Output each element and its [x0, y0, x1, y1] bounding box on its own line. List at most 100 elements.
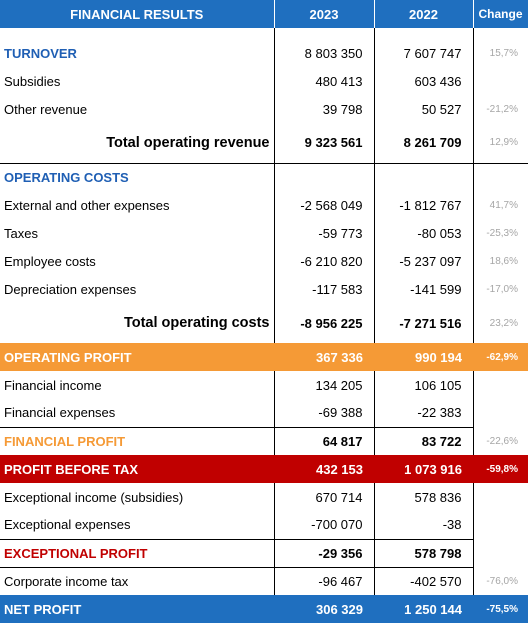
profit-before-tax-row: PROFIT BEFORE TAX 432 153 1 073 916 -59,… — [0, 455, 528, 483]
header-row: FINANCIAL RESULTS 2023 2022 Change — [0, 0, 529, 28]
value-2023: 367 336 — [274, 343, 374, 371]
value-2023: -2 568 049 — [273, 191, 374, 219]
value-2023: 8 803 350 — [273, 39, 374, 67]
value-2023: 134 205 — [273, 371, 374, 399]
change-value: -76,0% — [472, 567, 528, 595]
empty-cell — [472, 163, 528, 191]
value-2023: 480 413 — [273, 67, 374, 95]
value-2023: 64 817 — [273, 426, 374, 455]
value-2022: 83 722 — [373, 426, 474, 455]
row-label: FINANCIAL PROFIT — [0, 426, 274, 455]
exceptional-income-row: Exceptional income (subsidies) 670 714 5… — [0, 483, 528, 511]
value-2022: -80 053 — [373, 219, 473, 247]
section-heading: OPERATING COSTS — [4, 169, 129, 185]
row-label: EXCEPTIONAL PROFIT — [0, 538, 274, 568]
header-label: FINANCIAL RESULTS — [0, 0, 275, 28]
value-2023: -59 773 — [273, 219, 374, 247]
row-label: Total operating revenue — [0, 123, 274, 164]
value-2022: 1 073 916 — [374, 455, 473, 483]
depreciation-row: Depreciation expenses -117 583 -141 599 … — [0, 275, 528, 303]
external-expenses-row: External and other expenses -2 568 049 -… — [0, 191, 528, 219]
spacer-cell — [373, 28, 473, 39]
row-label: Exceptional expenses — [4, 517, 131, 533]
row-label: TURNOVER — [4, 45, 77, 61]
taxes-row: Taxes -59 773 -80 053 -25,3% — [0, 219, 528, 247]
change-value: -59,8% — [473, 455, 528, 483]
row-label: Financial income — [4, 377, 102, 393]
exceptional-expenses-row: Exceptional expenses -700 070 -38 — [0, 511, 528, 539]
row-label: Subsidies — [4, 73, 61, 89]
row-label: NET PROFIT — [0, 595, 274, 623]
value-2022: -141 599 — [373, 275, 473, 303]
value-2022: 990 194 — [374, 343, 473, 371]
financial-expenses-row: Financial expenses -69 388 -22 383 — [0, 399, 528, 427]
value-2023: 432 153 — [274, 455, 374, 483]
change-value: 18,6% — [472, 247, 528, 275]
row-label: External and other expenses — [4, 197, 170, 213]
empty-change — [473, 483, 528, 511]
value-2022: -22 383 — [373, 399, 474, 427]
value-2022: 603 436 — [373, 67, 473, 95]
change-value: 12,9% — [472, 123, 528, 164]
corporate-tax-row: Corporate income tax -96 467 -402 570 -7… — [0, 567, 528, 595]
change-value: -75,5% — [473, 595, 528, 623]
header-year-2022: 2022 — [374, 0, 474, 28]
row-label: Employee costs — [4, 253, 96, 269]
turnover-row: TURNOVER 8 803 350 7 607 747 15,7% — [0, 39, 528, 67]
change-value: -21,2% — [472, 95, 528, 123]
value-2022: -402 570 — [373, 567, 473, 595]
row-label: Exceptional income (subsidies) — [4, 489, 184, 505]
row-label: PROFIT BEFORE TAX — [0, 455, 274, 483]
value-2022: 8 261 709 — [373, 123, 473, 164]
change-value: 23,2% — [472, 303, 528, 343]
empty-change — [473, 371, 528, 399]
other-revenue-row: Other revenue 39 798 50 527 -21,2% — [0, 95, 528, 123]
value-2023: 670 714 — [273, 483, 374, 511]
operating-costs-heading-row: OPERATING COSTS — [0, 163, 528, 191]
value-2023: -117 583 — [273, 275, 374, 303]
value-2022: -38 — [373, 511, 474, 539]
empty-cell — [273, 163, 374, 191]
net-profit-row: NET PROFIT 306 329 1 250 144 -75,5% — [0, 595, 528, 623]
header-year-2023: 2023 — [274, 0, 375, 28]
value-2023: -69 388 — [273, 399, 374, 427]
row-label: Corporate income tax — [4, 573, 129, 589]
change-value: -25,3% — [472, 219, 528, 247]
value-2022: 578 798 — [373, 538, 474, 568]
financial-income-row: Financial income 134 205 106 105 — [0, 371, 528, 399]
empty-change — [473, 511, 528, 539]
value-2022: 106 105 — [373, 371, 474, 399]
row-label: Other revenue — [4, 101, 88, 117]
change-value — [472, 67, 528, 95]
operating-profit-row: OPERATING PROFIT 367 336 990 194 -62,9% — [0, 343, 528, 371]
spacer-row — [0, 28, 528, 39]
exceptional-profit-row: EXCEPTIONAL PROFIT -29 356 578 798 — [0, 538, 528, 568]
financial-profit-row: FINANCIAL PROFIT 64 817 83 722 -22,6% — [0, 426, 528, 455]
total-operating-costs-row: Total operating costs -8 956 225 -7 271 … — [0, 303, 528, 343]
value-2023: -29 356 — [273, 538, 374, 568]
empty-change — [473, 399, 528, 427]
value-2023: -6 210 820 — [273, 247, 374, 275]
spacer-cell — [0, 28, 274, 39]
value-2023: 9 323 561 — [273, 123, 374, 164]
value-2022: 7 607 747 — [373, 39, 473, 67]
value-2023: -8 956 225 — [273, 303, 374, 343]
value-2022: 1 250 144 — [374, 595, 473, 623]
value-2023: -96 467 — [273, 567, 374, 595]
value-2022: 50 527 — [373, 95, 473, 123]
value-2022: -5 237 097 — [373, 247, 473, 275]
row-label: Depreciation expenses — [4, 281, 137, 297]
row-label: Financial expenses — [4, 405, 116, 421]
change-value: 41,7% — [472, 191, 528, 219]
empty-cell — [373, 163, 473, 191]
row-label: Total operating costs — [123, 315, 270, 331]
empty-change — [473, 539, 528, 567]
total-operating-revenue-row: Total operating revenue 9 323 561 8 261 … — [0, 123, 528, 164]
change-value: -17,0% — [472, 275, 528, 303]
row-label: OPERATING PROFIT — [0, 343, 274, 371]
value-2022: 578 836 — [373, 483, 474, 511]
subsidies-row: Subsidies 480 413 603 436 — [0, 67, 528, 95]
value-2022: -7 271 516 — [373, 303, 473, 343]
change-value: -62,9% — [473, 343, 528, 371]
